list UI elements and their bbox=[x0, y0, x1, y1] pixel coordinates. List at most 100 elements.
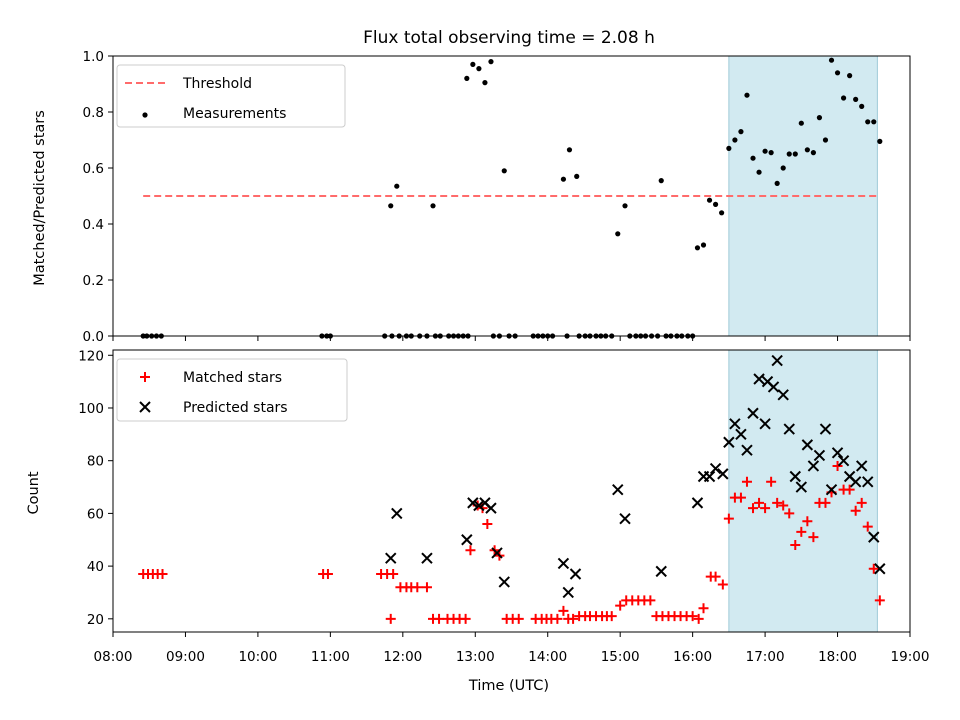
bottom-y-tick-label: 60 bbox=[87, 506, 104, 522]
legend-box bbox=[116, 358, 348, 422]
measurement-point bbox=[482, 80, 488, 86]
matched-point bbox=[717, 579, 728, 590]
predicted-point bbox=[837, 454, 850, 467]
measurement-point bbox=[719, 210, 725, 216]
predicted-point bbox=[862, 476, 874, 488]
top-legend: Threshold Measurements bbox=[116, 64, 346, 128]
measurement-point bbox=[792, 151, 798, 157]
top-y-tick-label: 0.6 bbox=[83, 161, 104, 177]
predicted-point bbox=[491, 547, 503, 559]
predicted-point bbox=[831, 447, 844, 459]
x-tick-label: 10:00 bbox=[238, 649, 277, 665]
predicted-point bbox=[391, 507, 403, 520]
x-tick-label: 13:00 bbox=[456, 649, 495, 665]
matched-point bbox=[412, 582, 423, 593]
measurement-point bbox=[828, 57, 835, 63]
matched-point bbox=[421, 582, 432, 593]
matched-point bbox=[844, 484, 855, 495]
measurement-point bbox=[798, 120, 804, 126]
matched-point bbox=[552, 613, 563, 624]
measurement-point bbox=[822, 137, 829, 143]
matched-point bbox=[832, 460, 843, 471]
matched-point bbox=[693, 613, 704, 624]
measurement-point bbox=[574, 173, 580, 179]
matched-point bbox=[698, 603, 709, 614]
measurement-point bbox=[388, 203, 394, 209]
chart-title: Flux total observing time = 2.08 h bbox=[363, 28, 655, 48]
predicted-point bbox=[655, 565, 667, 578]
legend-matched-swatch bbox=[140, 372, 150, 382]
x-tick-label: 16:00 bbox=[673, 649, 712, 665]
predicted-point bbox=[729, 418, 741, 430]
bottom-y-tick-label: 120 bbox=[78, 348, 104, 364]
x-tick-label: 11:00 bbox=[311, 649, 350, 665]
legend-measurement-swatch bbox=[142, 112, 148, 118]
matched-point bbox=[735, 492, 746, 503]
matched-point bbox=[808, 532, 819, 543]
predicted-point bbox=[825, 483, 838, 496]
measurement-point bbox=[853, 96, 859, 102]
matched-point bbox=[778, 500, 789, 511]
top-y-tick-label: 0.2 bbox=[83, 273, 104, 289]
measurement-point bbox=[738, 129, 744, 135]
measurement-point bbox=[871, 119, 877, 125]
measurement-point bbox=[560, 176, 567, 182]
measurement-point bbox=[804, 147, 810, 153]
predicted-point bbox=[562, 586, 574, 599]
predicted-point bbox=[569, 568, 582, 580]
predicted-point bbox=[819, 423, 832, 435]
bottom-panel: 20 40 60 80 100 120 08:00 09:00 10:00 11:00 12:00 1… bbox=[78, 348, 929, 665]
bottom-y-tick-label: 80 bbox=[87, 454, 104, 470]
measurement-point bbox=[726, 145, 732, 151]
predicted-point bbox=[735, 428, 747, 441]
predicted-point bbox=[783, 423, 795, 435]
matched-point bbox=[766, 476, 777, 487]
predicted-point bbox=[777, 389, 789, 401]
measurement-point bbox=[756, 169, 762, 175]
matched-point bbox=[606, 611, 617, 622]
measurement-point bbox=[658, 178, 664, 184]
measurement-point bbox=[750, 155, 756, 161]
predicted-point bbox=[795, 481, 808, 493]
predicted-point bbox=[498, 576, 510, 588]
bottom-y-tick-label: 100 bbox=[78, 401, 104, 417]
matched-point bbox=[754, 497, 765, 508]
matched-point bbox=[322, 569, 333, 580]
measurement-point bbox=[476, 66, 482, 72]
top-panel: 0.0 0.2 0.4 0.6 0.8 1.0 Threshold Measurements bbox=[83, 49, 911, 345]
measurement-point bbox=[768, 150, 774, 156]
measurement-point bbox=[744, 92, 750, 98]
matched-point bbox=[874, 595, 885, 606]
measurement-point bbox=[615, 231, 621, 237]
measurement-point bbox=[847, 73, 853, 79]
predicted-point bbox=[723, 436, 735, 448]
matched-point bbox=[820, 497, 831, 508]
predicted-point bbox=[868, 531, 880, 543]
measurement-point bbox=[430, 203, 436, 209]
matched-point bbox=[772, 497, 783, 508]
predicted-point bbox=[874, 563, 886, 575]
x-tick-label: 14:00 bbox=[528, 649, 567, 665]
matched-point bbox=[796, 526, 807, 537]
predicted-point bbox=[767, 381, 780, 393]
measurement-point bbox=[732, 137, 738, 143]
measurement-point bbox=[859, 103, 865, 109]
matched-point bbox=[434, 613, 445, 624]
measurement-point bbox=[786, 151, 792, 157]
predicted-point bbox=[467, 497, 479, 509]
matched-point bbox=[482, 518, 493, 529]
bottom-legend: Matched stars Predicted stars bbox=[116, 358, 348, 422]
predicted-point bbox=[703, 470, 716, 483]
matched-point bbox=[723, 513, 734, 524]
legend-predicted-swatch bbox=[139, 401, 151, 413]
matched-point bbox=[157, 569, 168, 580]
legend-box bbox=[116, 64, 346, 128]
matched-point bbox=[862, 521, 873, 532]
matched-point bbox=[856, 497, 867, 508]
matched-point bbox=[850, 505, 861, 516]
measurement-point bbox=[840, 95, 847, 101]
predicted-point bbox=[461, 534, 473, 546]
matched-point bbox=[568, 613, 579, 624]
matched-point bbox=[645, 595, 656, 606]
